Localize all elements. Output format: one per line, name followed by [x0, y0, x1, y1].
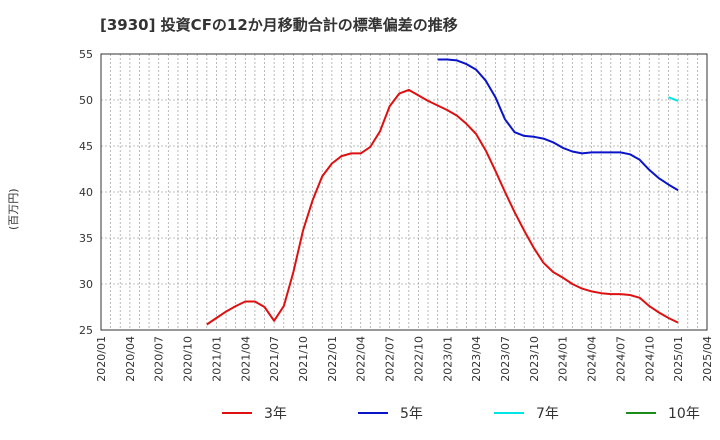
x-tick-label: 2023/07 [499, 336, 512, 382]
series-line-3年 [206, 88, 679, 326]
series-layer [206, 58, 679, 326]
plot-area [101, 54, 707, 330]
legend-label: 3年 [264, 406, 287, 422]
x-tick-label: 2025/01 [672, 336, 685, 382]
y-tick-label: 30 [79, 278, 93, 291]
x-tick-label: 2022/07 [384, 336, 397, 382]
y-tick-labels: 25 30 35 40 45 50 55 [79, 48, 93, 337]
series-line-5年 [437, 58, 679, 192]
x-tick-label: 2024/10 [643, 336, 656, 382]
x-tick-label: 2025/04 [701, 336, 714, 382]
x-tick-label: 2024/04 [586, 336, 599, 382]
y-tick-label: 45 [79, 140, 93, 153]
legend-label: 7年 [536, 406, 559, 422]
x-tick-label: 2020/10 [182, 336, 195, 382]
legend-label: 5年 [400, 406, 423, 422]
x-tick-label: 2024/01 [557, 336, 570, 382]
y-tick-label: 25 [79, 324, 93, 337]
legend: 3年 5年 7年 10年 [222, 406, 700, 422]
x-tick-label: 2020/04 [124, 336, 137, 382]
x-tick-label: 2022/04 [355, 336, 368, 382]
chart-title: [3930] 投資CFの12か月移動合計の標準偏差の推移 [100, 16, 458, 34]
x-tick-label: 2023/01 [441, 336, 454, 382]
x-tick-label: 2021/04 [239, 336, 252, 382]
y-tick-label: 50 [79, 94, 93, 107]
plot-frame [100, 53, 708, 331]
x-tick-labels: 2020/01 2020/04 2020/07 2020/10 2021/01 2021/… [95, 336, 714, 382]
legend-label: 10年 [668, 406, 700, 422]
x-tick-label: 2021/07 [268, 336, 281, 382]
x-tick-label: 2024/07 [614, 336, 627, 382]
y-tick-label: 40 [79, 186, 93, 199]
x-tick-label: 2020/07 [153, 336, 166, 382]
x-tick-label: 2021/01 [210, 336, 223, 382]
y-tick-label: 35 [79, 232, 93, 245]
x-tick-label: 2023/10 [528, 336, 541, 382]
series-line-7年 [668, 96, 679, 102]
y-tick-label: 55 [79, 48, 93, 61]
x-tick-label: 2023/04 [470, 336, 483, 382]
x-tick-label: 2022/01 [326, 336, 339, 382]
x-tick-label: 2020/01 [95, 336, 108, 382]
x-tick-label: 2022/10 [412, 336, 425, 382]
x-tick-label: 2021/10 [297, 336, 310, 382]
